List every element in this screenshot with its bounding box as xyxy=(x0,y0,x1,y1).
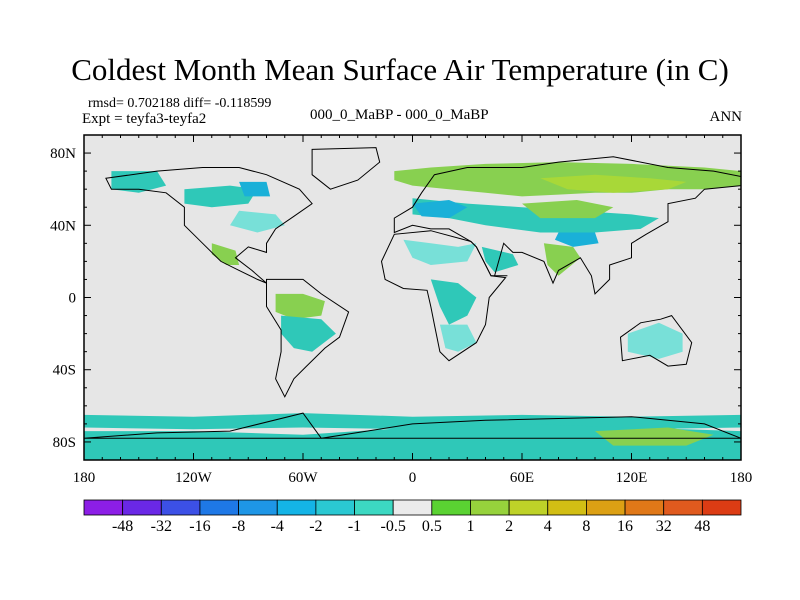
anomaly-region xyxy=(481,246,519,273)
x-tick-label: 180 xyxy=(730,470,753,486)
plot-area xyxy=(84,135,741,460)
x-tick-label: 0 xyxy=(409,470,417,486)
colorbar xyxy=(83,499,742,516)
anomaly-region xyxy=(184,185,258,208)
colorbar-box xyxy=(392,499,433,516)
x-tick-label: 60E xyxy=(510,470,534,486)
x-tick-label: 120W xyxy=(175,470,213,486)
colorbar-box xyxy=(315,499,355,516)
coastline xyxy=(105,167,313,284)
anomaly-region xyxy=(412,200,468,219)
anomaly-region xyxy=(540,174,687,193)
anomaly-region xyxy=(543,243,581,276)
colorbar-labels: -48 -32 -16 -8 -4 -2 -1 -0.5 0.5 1 2 4 8 16 32 48 xyxy=(0,518,800,538)
colorbar-box xyxy=(701,499,742,516)
chart-title: Coldest Month Mean Surface Air Temperatu… xyxy=(71,52,729,87)
colorbar-label: 2 xyxy=(505,518,514,535)
colorbar-box xyxy=(83,499,124,516)
colorbar-label: -48 xyxy=(111,518,134,535)
anomaly-region xyxy=(111,171,167,193)
coastline xyxy=(311,147,381,190)
anomaly-region xyxy=(522,200,614,219)
anomaly-region xyxy=(230,210,285,233)
y-tick-label: 80N xyxy=(50,146,76,162)
coastline xyxy=(393,156,741,295)
coastline xyxy=(619,315,693,367)
colorbar-label: -4 xyxy=(270,518,284,535)
colorbar-box xyxy=(276,499,317,516)
x-tick-label: 120E xyxy=(616,470,648,486)
anomaly-region xyxy=(281,315,336,352)
anomaly-region xyxy=(84,423,741,460)
anomaly-region xyxy=(627,322,683,359)
colorbar-box xyxy=(122,499,162,516)
colorbar-box xyxy=(431,499,471,516)
season-label: ANN xyxy=(709,109,743,125)
colorbar-box xyxy=(354,499,394,516)
colorbar-label: -32 xyxy=(150,518,172,535)
y-tick-label: 40N xyxy=(50,218,76,234)
stats-text: rmsd= 0.702188 diff= -0.118599 xyxy=(88,96,272,111)
anomaly-region xyxy=(275,293,325,320)
colorbar-label: 4 xyxy=(543,518,552,535)
colorbar-box xyxy=(624,499,665,516)
anomaly-region xyxy=(554,232,599,247)
y-tick-label: 40S xyxy=(53,363,76,379)
colorbar-box xyxy=(199,499,239,516)
coastline xyxy=(380,230,507,362)
colorbar-box xyxy=(238,499,278,516)
colorbar-box xyxy=(663,499,703,516)
colorbar-box xyxy=(547,499,587,516)
colorbar-label: -1 xyxy=(347,518,362,535)
anomaly-region xyxy=(439,324,477,352)
colorbar-label: 32 xyxy=(655,518,672,535)
anomaly-region xyxy=(412,198,659,233)
x-tick-label: 60W xyxy=(288,470,318,486)
center-label: 000_0_MaBP - 000_0_MaBP xyxy=(310,107,489,123)
anomaly-region xyxy=(430,279,477,325)
colorbar-label: 48 xyxy=(694,518,711,535)
anomaly-region xyxy=(84,413,741,430)
colorbar-label: 8 xyxy=(582,518,591,535)
experiment-label: Expt = teyfa3-teyfa2 xyxy=(82,111,207,127)
colorbar-box xyxy=(508,499,549,516)
y-tick-label: 0 xyxy=(69,291,77,307)
colorbar-box xyxy=(470,499,510,516)
anomaly-region xyxy=(403,239,477,265)
coastline xyxy=(266,278,350,398)
colorbar-label: -0.5 xyxy=(380,518,406,535)
colorbar-label: -8 xyxy=(231,518,246,535)
y-tick-label: 80S xyxy=(53,435,76,451)
colorbar-box xyxy=(160,499,201,516)
x-tick-label: 180 xyxy=(73,470,96,486)
axis-ticks: 180 120W 60W 0 60E 120E 180 80N 40N 0 40S 80S xyxy=(50,135,752,486)
colorbar-label: 1 xyxy=(466,518,475,535)
anomaly-region xyxy=(595,427,714,446)
anomaly-region xyxy=(239,181,271,197)
colorbar-label: 0.5 xyxy=(421,518,442,535)
colorbar-box xyxy=(586,499,626,516)
colorbar-label: -2 xyxy=(309,518,323,535)
colorbar-label: -16 xyxy=(189,518,211,535)
coastlines xyxy=(84,147,741,439)
coastline xyxy=(84,412,741,439)
anomaly-region xyxy=(211,243,240,265)
colorbar-label: 16 xyxy=(617,518,634,535)
